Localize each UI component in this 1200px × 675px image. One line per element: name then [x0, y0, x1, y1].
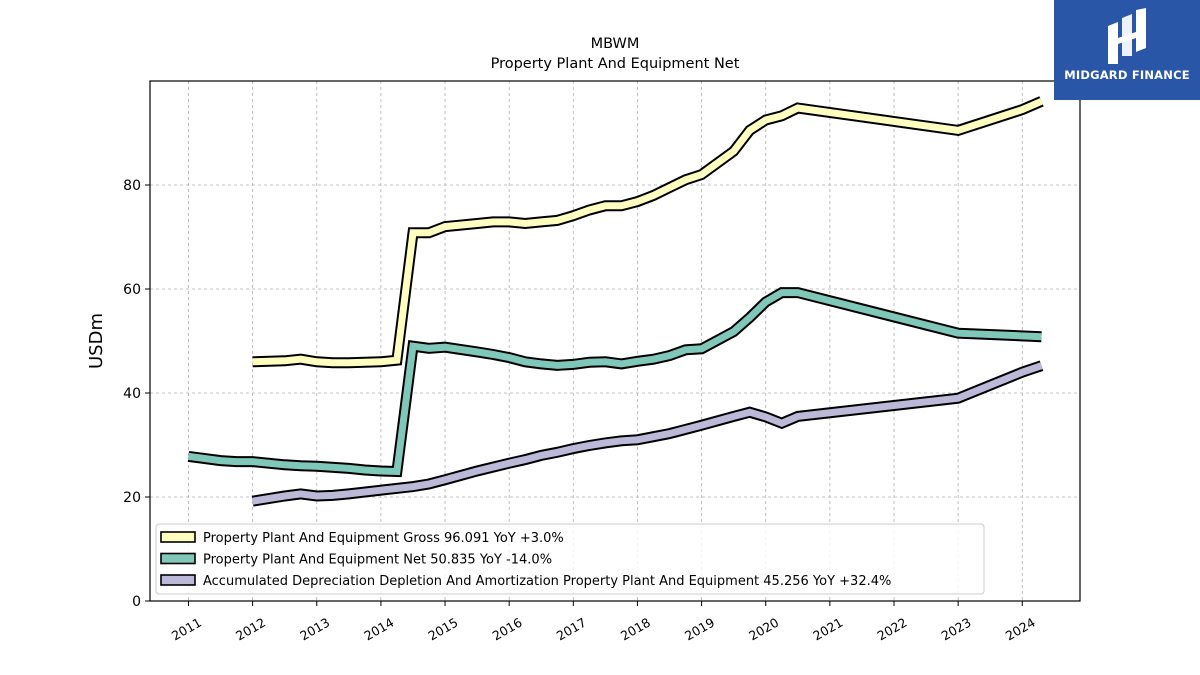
- logo-mark-icon: [1108, 8, 1146, 64]
- y-tick-label: 0: [132, 594, 141, 610]
- x-tick-label: 2020: [746, 615, 781, 644]
- x-tick-label: 2018: [618, 615, 653, 644]
- legend-label-1: Property Plant And Equipment Net 50.835 …: [203, 553, 552, 568]
- chart-title-line1: MBWM: [591, 36, 640, 52]
- x-tick-label: 2021: [810, 615, 845, 644]
- y-tick-label: 80: [123, 178, 141, 194]
- y-tick-label: 40: [123, 386, 141, 402]
- series-outline-2: [251, 360, 1044, 507]
- legend-swatch-2: [160, 574, 196, 586]
- legend-swatch-0: [160, 531, 196, 543]
- series-line-0: [252, 98, 1043, 367]
- y-axis-label: USDm: [86, 313, 107, 369]
- plot-frame: [149, 80, 1081, 602]
- legend-box: [155, 523, 985, 595]
- logo-badge: MIDGARD FINANCE: [1054, 0, 1200, 100]
- logo-text: MIDGARD FINANCE: [1064, 68, 1190, 82]
- x-tick-label: 2022: [874, 615, 909, 644]
- y-tick-label: 60: [123, 282, 141, 298]
- x-tick-label: 2015: [425, 615, 460, 644]
- series-line-1: [188, 289, 1042, 476]
- x-tick-label: 2023: [939, 615, 974, 644]
- legend: Property Plant And Equipment Gross 96.09…: [155, 523, 985, 595]
- x-tick-label: 2014: [361, 615, 396, 644]
- grid-layer: [150, 81, 1080, 601]
- x-tick-label: 2013: [297, 615, 332, 644]
- x-tick-label: 2016: [490, 615, 525, 644]
- x-tick-label: 2012: [233, 615, 268, 644]
- x-tick-label: 2017: [554, 615, 589, 644]
- y-tick-label: 20: [123, 490, 141, 506]
- x-tick-label: 2024: [1003, 615, 1038, 644]
- chart-title-line2: Property Plant And Equipment Net: [491, 56, 740, 72]
- x-tick-label: 2019: [682, 615, 717, 644]
- legend-label-2: Accumulated Depreciation Depletion And A…: [203, 574, 891, 589]
- series-line-2: [252, 362, 1043, 505]
- legend-label-0: Property Plant And Equipment Gross 96.09…: [203, 531, 564, 546]
- legend-swatch-1: [160, 552, 196, 565]
- x-tick-label: 2011: [169, 615, 204, 644]
- series-layer: [187, 96, 1044, 507]
